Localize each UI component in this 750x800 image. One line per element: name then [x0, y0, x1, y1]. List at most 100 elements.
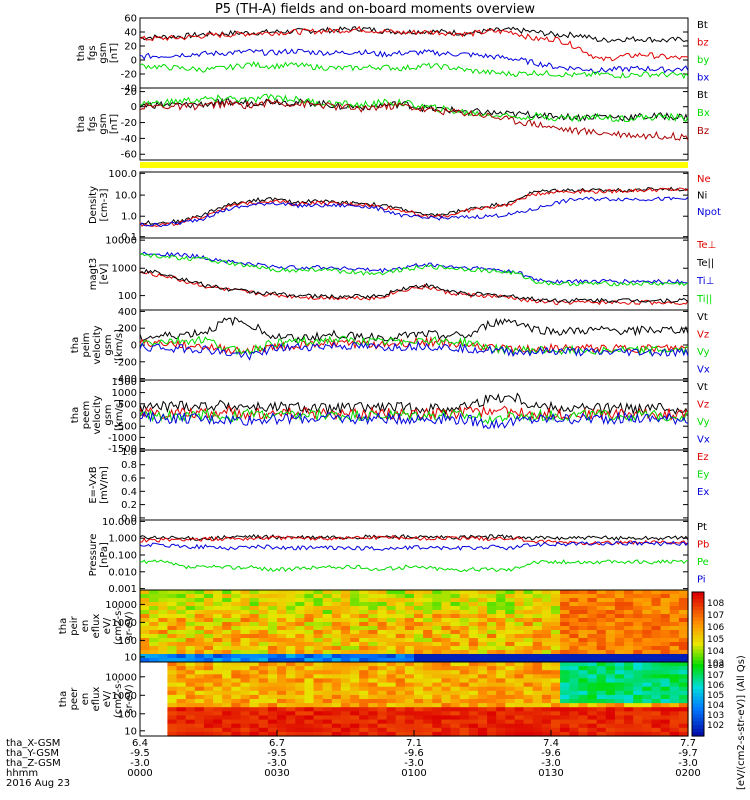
spectrogram-cell: [532, 622, 543, 627]
spectrogram-cell: [258, 626, 269, 631]
spectrogram-cell: [487, 654, 497, 659]
spectrogram-cell: [313, 622, 324, 627]
spectrogram-cell: [651, 662, 662, 667]
spectrogram-cell: [578, 614, 589, 619]
spectrogram-cell: [304, 598, 315, 603]
spectrogram-cell: [496, 670, 506, 675]
spectrogram-cell: [176, 646, 187, 651]
spectrogram-cell: [258, 658, 269, 663]
spectrogram-cell: [140, 650, 150, 655]
spectrogram-cell: [313, 590, 324, 595]
spectrogram-cell: [605, 682, 616, 688]
spectrogram-cell: [359, 719, 369, 725]
spectrogram-cell: [359, 618, 369, 623]
spectrogram-cell: [249, 614, 260, 619]
spectrogram-cell: [614, 618, 625, 623]
spectrogram-cell: [624, 666, 634, 671]
spectrogram-cell: [185, 634, 196, 639]
spectrogram-cell: [176, 662, 187, 667]
spectrogram-cell: [395, 634, 406, 639]
spectrogram-cell: [551, 618, 561, 623]
spectrogram-cell: [149, 646, 159, 651]
spectrogram-cell: [633, 610, 643, 615]
spectrogram-cell: [322, 646, 333, 651]
spectrogram-cell: [523, 646, 534, 651]
spectrogram-cell: [359, 630, 369, 635]
spectrogram-cell: [514, 727, 525, 733]
colorbar-segment: [692, 707, 704, 712]
spectrogram-cell: [231, 594, 241, 599]
spectrogram-cell: [514, 715, 525, 721]
spectrogram-cell: [450, 590, 461, 595]
spectrogram-cell: [624, 610, 634, 615]
spectrogram-cell: [487, 626, 497, 631]
spectrogram-cell: [633, 626, 643, 631]
spectrogram-cell: [350, 614, 360, 619]
spectrogram-cell: [176, 682, 187, 688]
spectrogram-cell: [587, 670, 598, 675]
spectrogram-cell: [450, 642, 461, 647]
spectrogram-cell: [203, 610, 214, 615]
spectrogram-cell: [331, 719, 342, 725]
colorbar-segment: [692, 638, 704, 643]
spectrogram-cell: [477, 662, 488, 667]
spectrogram-cell: [596, 654, 607, 659]
spectrogram-cell: [203, 658, 214, 663]
spectrogram-cell: [660, 622, 671, 627]
spectrogram-cell: [423, 678, 433, 684]
legend-entry: Vz: [697, 330, 709, 341]
spectrogram-cell: [395, 618, 406, 623]
spectrogram-cell: [450, 618, 461, 623]
spectrogram-cell: [313, 674, 324, 679]
spectrogram-cell: [660, 602, 671, 607]
spectrogram-cell: [213, 614, 223, 619]
spectrogram-cell: [213, 594, 223, 599]
spectrogram-cell: [377, 618, 388, 623]
spectrogram-cell: [340, 662, 351, 667]
spectrogram-cell: [350, 682, 360, 688]
spectrogram-cell: [432, 719, 442, 725]
spectrogram-cell: [459, 686, 470, 692]
spectrogram-cell: [514, 711, 525, 716]
spectrogram-cell: [322, 674, 333, 679]
legend-entry: Pe: [697, 557, 709, 568]
spectrogram-cell: [487, 638, 497, 643]
spectrogram-cell: [605, 622, 616, 627]
spectrogram-cell: [669, 602, 680, 607]
spectrogram-cell: [222, 699, 232, 704]
spectrogram-cell: [532, 610, 543, 615]
spectrogram-cell: [651, 727, 662, 733]
spectrogram-cell: [194, 727, 205, 733]
spectrogram-cell: [304, 711, 315, 716]
colorbar-segment: [692, 653, 704, 658]
spectrogram-cell: [222, 606, 232, 611]
spectrogram-cell: [395, 638, 406, 643]
spectrogram-cell: [614, 703, 625, 708]
spectrogram-cell: [231, 654, 241, 659]
spectrogram-cell: [331, 634, 342, 639]
spectrogram-cell: [176, 719, 187, 725]
spectrogram-cell: [240, 699, 251, 704]
spectrogram-cell: [194, 638, 205, 643]
spectrogram-cell: [477, 731, 488, 737]
spectrogram-cell: [213, 638, 223, 643]
spectrogram-cell: [386, 630, 397, 635]
spectrogram-cell: [267, 622, 278, 627]
spectrogram-cell: [578, 678, 589, 684]
spectrogram-cell: [304, 646, 315, 651]
spectrogram-cell: [331, 614, 342, 619]
spectrogram-cell: [249, 719, 260, 725]
spectrogram-cell: [678, 598, 689, 603]
spectrogram-cell: [523, 658, 534, 663]
spectrogram-cell: [669, 707, 680, 712]
spectrogram-cell: [213, 727, 223, 733]
spectrogram-cell: [578, 638, 589, 643]
y-tick-label: 20: [124, 42, 137, 53]
spectrogram-cell: [194, 731, 205, 737]
spectrogram-cell: [569, 590, 579, 595]
spectrogram-cell: [624, 650, 634, 655]
spectrogram-cell: [231, 646, 241, 651]
spectrogram-cell: [505, 715, 515, 721]
spectrogram-cell: [669, 626, 680, 631]
spectrogram-cell: [414, 686, 424, 692]
